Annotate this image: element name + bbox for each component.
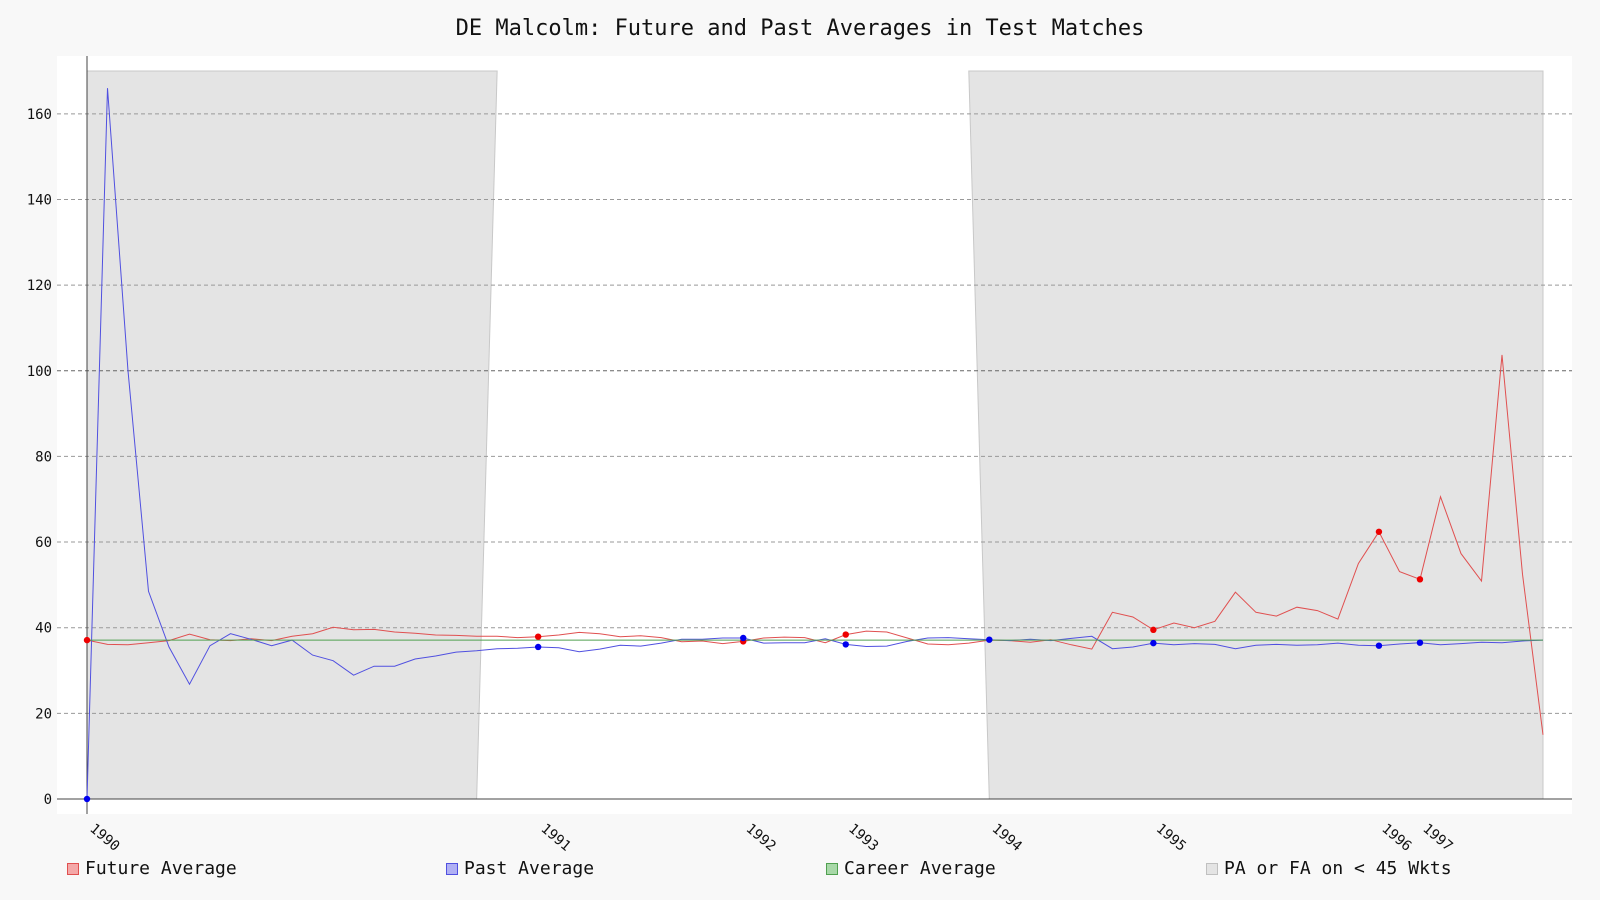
data-point — [1416, 639, 1424, 646]
legend-label: Past Average — [464, 858, 595, 879]
x-tick-label: 1992 — [743, 821, 779, 855]
chart-title: DE Malcolm: Future and Past Averages in … — [456, 16, 1145, 41]
x-tick-label: 1991 — [538, 821, 574, 855]
series-lines — [86, 88, 1544, 800]
data-point — [534, 633, 542, 640]
y-tick-label: 20 — [35, 706, 52, 722]
legend-swatch — [67, 862, 79, 875]
x-tick-label: 1995 — [1153, 821, 1189, 855]
legend-item: Future Average — [67, 858, 237, 879]
y-tick-label: 160 — [27, 107, 52, 123]
y-tick-label: 60 — [35, 535, 52, 551]
legend-label: PA or FA on < 45 Wkts — [1224, 858, 1452, 879]
series-markers — [83, 528, 1424, 803]
x-tick-label: 1993 — [845, 821, 881, 855]
legend-label: Future Average — [85, 858, 237, 879]
y-tick-label: 40 — [35, 621, 52, 637]
data-point — [842, 641, 849, 648]
legend-swatch — [446, 862, 458, 875]
data-point — [1375, 528, 1383, 535]
y-tick-label: 0 — [44, 792, 52, 808]
shaded-region — [968, 70, 1544, 800]
legend-item: Career Average — [826, 858, 996, 879]
data-point — [740, 634, 747, 642]
data-point — [842, 631, 849, 638]
shaded-region — [86, 70, 498, 800]
y-tick-label: 80 — [35, 449, 52, 465]
data-point — [534, 643, 542, 651]
data-point — [1416, 576, 1424, 583]
data-point — [83, 795, 91, 803]
x-tick-label: 1994 — [989, 821, 1025, 855]
shaded-regions — [86, 70, 1544, 800]
legend-swatch — [1206, 862, 1218, 875]
x-tick-label: 1996 — [1378, 821, 1414, 855]
legend-label: Career Average — [844, 858, 996, 879]
x-tick-label: 1997 — [1419, 821, 1455, 855]
data-point — [1375, 642, 1383, 649]
grid-lines — [57, 113, 1572, 714]
y-tick-label: 140 — [27, 192, 52, 208]
y-tick-label: 100 — [27, 364, 52, 380]
y-tick-label: 120 — [27, 278, 52, 294]
legend-item: PA or FA on < 45 Wkts — [1206, 858, 1452, 879]
x-tick-labels: 1990 1991 1992 1993 1994 1995 1996 1997 — [86, 821, 1455, 855]
series-line — [86, 88, 1544, 800]
data-point — [83, 636, 91, 644]
legend: Future Average Past Average Career Average… — [0, 858, 1600, 886]
axes — [57, 56, 1572, 814]
legend-item: Past Average — [446, 858, 594, 879]
data-point — [1150, 626, 1157, 634]
x-tick-label: 1990 — [86, 821, 122, 855]
data-point — [986, 636, 993, 643]
data-point — [1150, 639, 1157, 647]
legend-swatch — [826, 862, 838, 875]
y-tick-labels: 0 20 40 60 80 100 120 140 160 — [27, 107, 52, 808]
